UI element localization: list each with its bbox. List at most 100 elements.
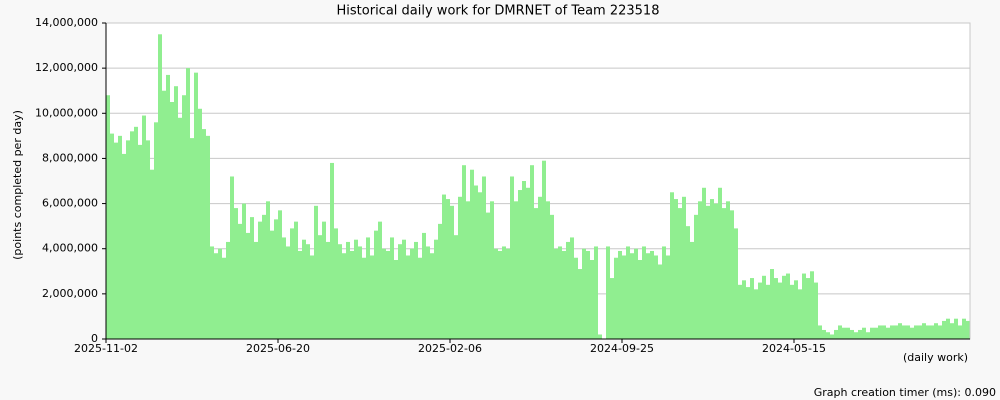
bar <box>810 271 814 339</box>
bar <box>206 135 210 339</box>
bar <box>358 246 362 339</box>
bar <box>302 239 306 339</box>
bar <box>498 250 502 339</box>
bar <box>742 280 746 339</box>
x-tick-label: 2024-05-15 <box>762 342 826 355</box>
bar <box>874 327 878 339</box>
bar <box>842 327 846 339</box>
bar <box>322 221 326 339</box>
bar <box>242 203 246 339</box>
bar <box>870 327 874 339</box>
bar <box>898 323 902 339</box>
bar <box>366 237 370 339</box>
bar <box>222 257 226 339</box>
bar <box>406 255 410 339</box>
bar <box>150 169 154 339</box>
bar <box>374 230 378 339</box>
bar <box>162 90 166 339</box>
bar <box>450 205 454 339</box>
bar <box>930 325 934 339</box>
bar <box>654 255 658 339</box>
bar <box>838 325 842 339</box>
bar <box>626 246 630 339</box>
bar <box>338 244 342 339</box>
bar <box>254 241 258 339</box>
bar <box>198 108 202 340</box>
bar <box>518 190 522 339</box>
bar <box>950 323 954 339</box>
bar <box>762 275 766 339</box>
bar <box>418 257 422 339</box>
bar <box>610 278 614 339</box>
bar <box>630 253 634 339</box>
bar <box>326 241 330 339</box>
bar <box>454 235 458 339</box>
bar <box>594 246 598 339</box>
bar <box>466 201 470 339</box>
chart-title: Historical daily work for DMRNET of Team… <box>337 4 660 19</box>
bar <box>294 221 298 339</box>
bar <box>754 289 758 339</box>
x-tick-label: 2025-06-20 <box>246 342 310 355</box>
bar <box>738 284 742 339</box>
bar <box>686 226 690 339</box>
bar <box>746 287 750 339</box>
bar <box>650 250 654 339</box>
bar <box>110 133 114 339</box>
bar <box>526 187 530 339</box>
bar <box>802 273 806 339</box>
bar <box>166 74 170 340</box>
bar <box>158 34 162 340</box>
bar <box>846 327 850 339</box>
bar <box>862 327 866 339</box>
bar <box>210 246 214 339</box>
bar <box>474 185 478 339</box>
x-tick-label: 2025-11-02 <box>74 342 138 355</box>
bar <box>266 201 270 339</box>
bar <box>918 325 922 339</box>
bar <box>122 153 126 339</box>
bar <box>190 138 194 339</box>
bar <box>118 135 122 339</box>
bar <box>174 86 178 339</box>
bar <box>234 208 238 339</box>
bar <box>674 199 678 339</box>
bar <box>658 264 662 339</box>
bar <box>346 241 350 339</box>
bar <box>666 255 670 339</box>
bar <box>310 255 314 339</box>
bar <box>458 196 462 339</box>
bar <box>298 250 302 339</box>
bar <box>702 187 706 339</box>
bar <box>818 325 822 339</box>
bar <box>690 241 694 339</box>
x-axis-label: (daily work) <box>903 351 968 364</box>
bar <box>130 131 134 339</box>
bar <box>494 248 498 339</box>
bar <box>546 201 550 339</box>
bar <box>350 250 354 339</box>
bar <box>794 280 798 339</box>
bar <box>926 325 930 339</box>
bar <box>670 192 674 339</box>
y-axis-label: (points completed per day) <box>11 110 24 260</box>
bar <box>194 72 198 340</box>
bar <box>922 323 926 339</box>
bar <box>482 176 486 339</box>
y-tick-label: 10,000,000 <box>35 106 98 119</box>
y-tick-label: 12,000,000 <box>35 61 98 74</box>
bar <box>766 284 770 339</box>
bar <box>342 253 346 339</box>
bar <box>806 278 810 339</box>
bar <box>510 176 514 339</box>
bar <box>542 160 546 339</box>
bar <box>574 257 578 339</box>
bar <box>138 144 142 339</box>
bar <box>942 320 946 339</box>
y-tick-label: 8,000,000 <box>42 151 98 164</box>
bar <box>334 228 338 339</box>
bar <box>318 235 322 339</box>
bar <box>946 318 950 339</box>
bar <box>714 203 718 339</box>
bar <box>562 250 566 339</box>
